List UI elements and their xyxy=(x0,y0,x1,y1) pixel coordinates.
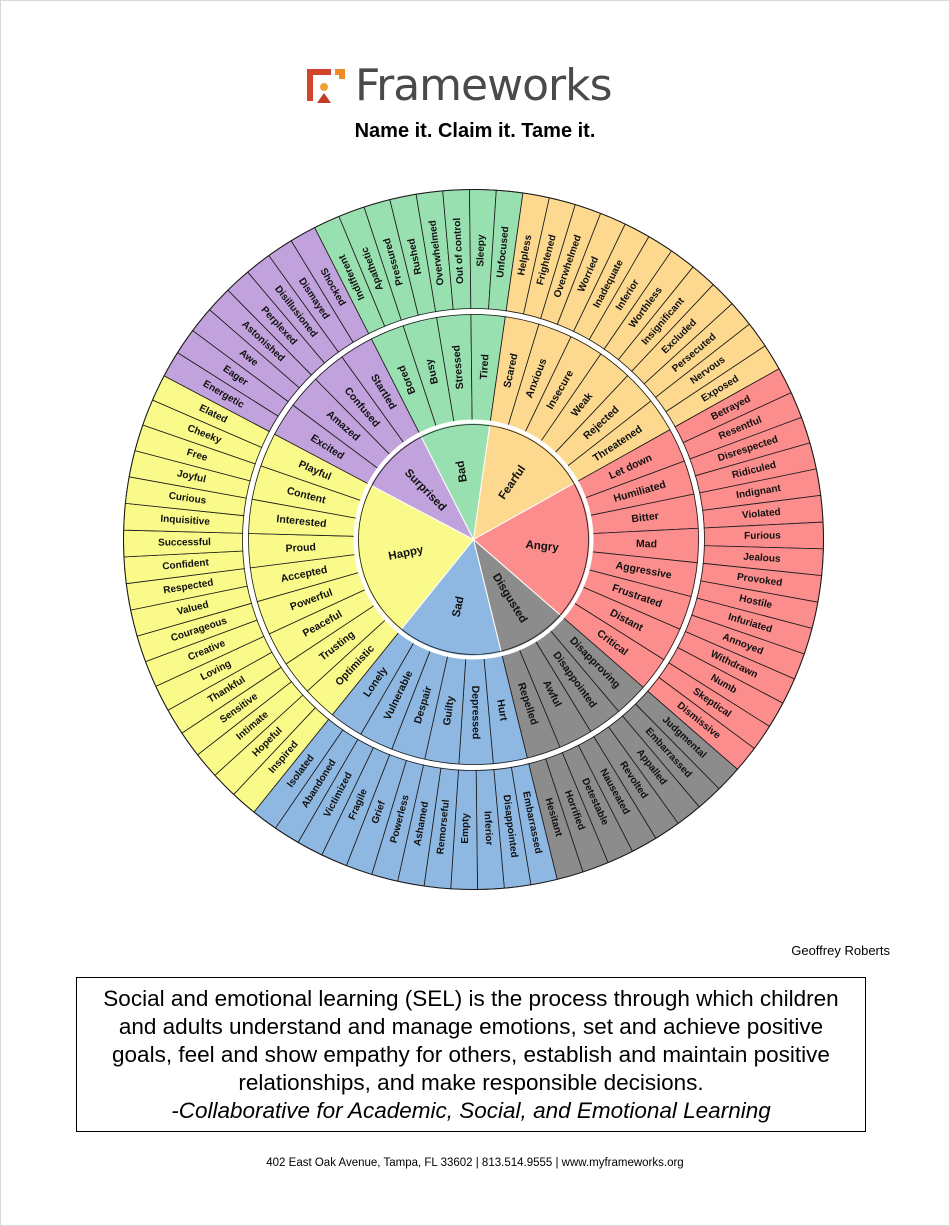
outer-label-inferior: Inferior xyxy=(482,811,495,846)
mid-label-depressed: Depressed xyxy=(469,686,482,740)
mid-label-proud: Proud xyxy=(285,541,316,554)
author-name: Geoffrey Roberts xyxy=(791,943,890,958)
outer-label-inquisitive: Inquisitive xyxy=(160,514,211,528)
mid-label-stressed: Stressed xyxy=(450,345,466,390)
tagline: Name it. Claim it. Tame it. xyxy=(354,120,596,142)
outer-label-out-of-control: Out of control xyxy=(452,217,466,284)
mid-label-hurt: Hurt xyxy=(494,699,509,723)
inner-ring-line xyxy=(358,424,589,655)
middle-ring-line xyxy=(242,308,705,771)
outer-label-unfocused: Unfocused xyxy=(495,226,511,279)
middle-ring-border xyxy=(243,309,704,770)
quote-box: Social and emotional learning (SEL) is t… xyxy=(76,977,866,1132)
outer-label-furious: Furious xyxy=(744,530,781,541)
quote-text: Social and emotional learning (SEL) is t… xyxy=(103,985,839,1095)
outer-label-jealous: Jealous xyxy=(743,552,781,565)
mid-label-bitter: Bitter xyxy=(631,510,660,525)
inner-ring-border xyxy=(353,419,594,660)
outer-label-curious: Curious xyxy=(168,491,207,507)
outer-label-confident: Confident xyxy=(162,557,210,572)
core-label-angry: Angry xyxy=(525,539,560,554)
footer-contact: 402 East Oak Avenue, Tampa, FL 33602 | 8… xyxy=(266,1157,684,1169)
core-label-bad: Bad xyxy=(454,460,469,483)
mid-label-guilty: Guilty xyxy=(441,695,457,726)
quote-source: -Collaborative for Academic, Social, and… xyxy=(171,1097,771,1123)
feelings-wheel: BadBoredIndifferentApatheticBusyPressure… xyxy=(123,189,824,890)
mid-label-mad: Mad xyxy=(636,538,657,551)
outer-label-empty: Empty xyxy=(460,813,472,844)
brand-logo: Frameworks xyxy=(305,58,612,114)
frameworks-logo-icon xyxy=(307,69,345,103)
mid-label-busy: Busy xyxy=(423,357,441,385)
outer-label-sleepy: Sleepy xyxy=(475,234,487,267)
outer-label-successful: Successful xyxy=(158,537,211,549)
core-label-sad: Sad xyxy=(450,595,466,618)
mid-label-interested: Interested xyxy=(276,513,327,530)
brand-name: Frameworks xyxy=(355,60,612,111)
mid-label-tired: Tired xyxy=(478,354,492,380)
middle-ring-inner-line xyxy=(248,314,699,765)
outer-label-violated: Violated xyxy=(742,507,782,521)
outer-ring-line xyxy=(123,189,824,890)
